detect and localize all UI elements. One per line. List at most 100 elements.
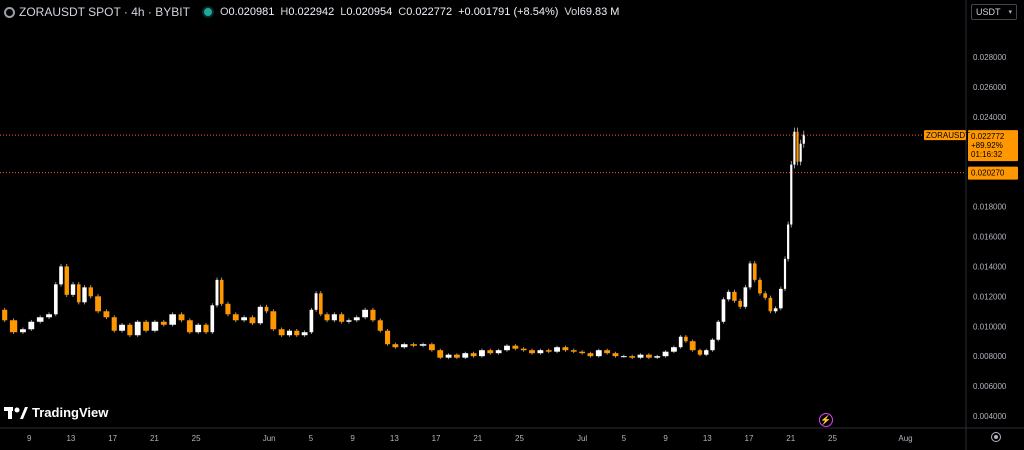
x-tick-label: 17 xyxy=(745,434,754,443)
candle-body xyxy=(400,344,408,348)
ohlc-volume: Vol69.83 M xyxy=(564,6,620,18)
x-tick-label: 21 xyxy=(150,434,159,443)
candle-body xyxy=(59,266,63,285)
candle-body xyxy=(738,300,742,307)
candle-body xyxy=(620,356,627,358)
candle-body xyxy=(704,350,709,355)
candle-body xyxy=(799,143,802,162)
candle-body xyxy=(95,296,101,312)
candle-body xyxy=(195,324,202,333)
candle-body xyxy=(286,330,293,336)
chart-title[interactable]: ZORAUSDT SPOT · 4h · BYBIT xyxy=(19,5,190,19)
candle-body xyxy=(479,350,485,357)
candle-body xyxy=(768,297,773,312)
candle-body xyxy=(2,309,8,321)
y-tick-label: 0.014000 xyxy=(973,262,1007,271)
y-tick-label: 0.026000 xyxy=(973,83,1007,92)
candle-body xyxy=(554,347,560,352)
candle-body xyxy=(520,348,527,351)
candle-body xyxy=(46,314,52,318)
candle-body xyxy=(748,263,752,288)
tradingview-logo[interactable]: TradingView xyxy=(4,405,108,420)
candle-body xyxy=(151,321,159,331)
x-tick-label: 13 xyxy=(66,434,75,443)
candle-body xyxy=(790,164,793,225)
currency-unit-select[interactable]: USDT ▾ xyxy=(971,4,1017,20)
candle-body xyxy=(579,351,586,354)
candle-body xyxy=(377,320,383,331)
candle-body xyxy=(697,350,703,355)
x-tick-label: 21 xyxy=(473,434,482,443)
candle-body xyxy=(445,354,452,358)
candle-body xyxy=(169,314,176,325)
x-tick-label: Jul xyxy=(577,434,587,443)
price-label-text: 01:16:32 xyxy=(971,150,1003,159)
candle-body xyxy=(314,293,318,310)
candle-body xyxy=(36,317,44,322)
candle-body xyxy=(604,350,611,354)
chevron-down-icon: ▾ xyxy=(1008,9,1012,16)
candle-body xyxy=(802,134,805,144)
settings-icon[interactable] xyxy=(991,432,1001,442)
candle-body xyxy=(670,347,677,352)
symbol-tag-text: ZORAUSDT xyxy=(926,131,970,140)
candle-body xyxy=(82,287,87,303)
x-tick-label: Jun xyxy=(263,434,276,443)
candle-body xyxy=(545,350,552,352)
x-tick-label: Aug xyxy=(898,434,912,443)
ohlc-change: +0.001791 (+8.54%) xyxy=(458,6,559,18)
candle-body xyxy=(362,309,369,318)
candle-body xyxy=(684,336,688,342)
candle-body xyxy=(232,314,239,321)
currency-unit-label: USDT xyxy=(976,7,1001,17)
candle-body xyxy=(763,293,768,298)
y-tick-label: 0.016000 xyxy=(973,232,1007,241)
candle-body xyxy=(587,353,594,357)
x-tick-label: 25 xyxy=(515,434,524,443)
candle-body xyxy=(241,317,248,321)
ohlc-low: L0.020954 xyxy=(340,6,393,18)
price-label-text: +89.92% xyxy=(971,141,1003,150)
candle-body xyxy=(392,344,399,348)
candle-body xyxy=(437,350,444,358)
symbol-tag-box xyxy=(924,130,966,141)
candle-body xyxy=(294,330,300,336)
candle-body xyxy=(353,317,360,321)
candle-body xyxy=(20,329,26,333)
symbol-icon[interactable] xyxy=(4,6,15,18)
candle-body xyxy=(324,314,330,321)
y-tick-label: 0.006000 xyxy=(973,382,1007,391)
candle-body xyxy=(264,306,269,312)
candle-body xyxy=(637,354,644,358)
y-tick-label: 0.012000 xyxy=(973,292,1007,301)
ohlc-close: C0.022772 xyxy=(398,6,453,18)
candle-body xyxy=(215,279,219,306)
flash-icon[interactable]: ⚡ xyxy=(819,413,833,427)
candle-body xyxy=(249,317,256,324)
candle-body xyxy=(689,341,696,351)
candle-body xyxy=(64,266,69,295)
y-tick-label: 0.008000 xyxy=(973,352,1007,361)
candle-body xyxy=(787,224,790,259)
candle-body xyxy=(726,291,731,300)
x-tick-label: 13 xyxy=(390,434,399,443)
candle-body xyxy=(716,321,721,340)
x-tick-label: 25 xyxy=(192,434,201,443)
candle-body xyxy=(562,347,569,351)
candle-body xyxy=(143,321,149,331)
candle-body xyxy=(529,350,535,354)
candle-body xyxy=(752,263,757,280)
price-label-box xyxy=(968,166,1018,180)
candle-body xyxy=(453,354,460,358)
candle-body xyxy=(384,330,391,345)
y-tick-label: 0.024000 xyxy=(973,113,1007,122)
x-tick-label: 17 xyxy=(108,434,117,443)
candle-body xyxy=(678,336,683,348)
candle-body xyxy=(419,344,427,346)
candle-body xyxy=(53,284,58,315)
candle-body xyxy=(504,345,510,351)
candle-body xyxy=(309,309,314,333)
candle-body xyxy=(76,284,81,303)
candle-body xyxy=(70,284,76,295)
